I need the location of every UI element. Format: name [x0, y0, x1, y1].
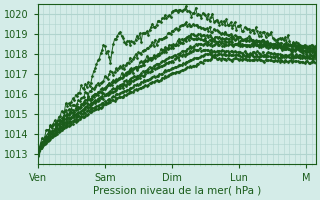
X-axis label: Pression niveau de la mer( hPa ): Pression niveau de la mer( hPa ) — [93, 186, 261, 196]
